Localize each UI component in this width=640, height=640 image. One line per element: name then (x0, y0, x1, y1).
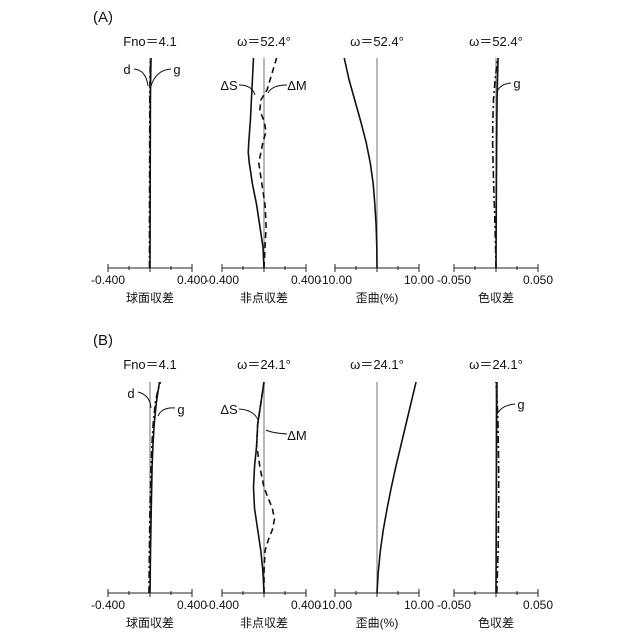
label-leader-line (151, 69, 171, 86)
x-tick-label: 0.400 (291, 273, 321, 287)
label-leader-line (138, 392, 151, 408)
label-leader-line (239, 409, 258, 420)
curve-label-ΔS: ΔS (220, 402, 238, 417)
curve-label-d: d (123, 62, 130, 77)
series-ΔM-curve (257, 382, 275, 593)
curve-label-g: g (177, 402, 184, 417)
label-leader-line (497, 83, 511, 92)
x-tick-label: -0.050 (437, 273, 471, 287)
plot-caption: 色収差 (478, 291, 514, 305)
x-tick-label: -0.050 (437, 598, 471, 612)
panel-label: (A) (93, 9, 113, 26)
x-tick-label: 10.00 (404, 273, 434, 287)
plot-title: ω＝52.4° (237, 34, 291, 49)
label-leader-line (266, 430, 287, 434)
plot-caption: 非点収差 (240, 616, 288, 630)
curve-label-ΔM: ΔM (287, 78, 307, 93)
x-tick-label: -10.00 (318, 273, 352, 287)
series-distortion-curve (377, 382, 416, 593)
plot-caption: 歪曲(%) (356, 291, 399, 305)
plot-caption: 非点収差 (240, 291, 288, 305)
x-tick-label: 0.400 (291, 598, 321, 612)
plot-title: Fno＝4.1 (123, 357, 176, 372)
series-distortion-curve (344, 58, 377, 268)
x-tick-label: -10.00 (318, 598, 352, 612)
plot-title: ω＝24.1° (237, 357, 291, 372)
plot-title: ω＝52.4° (350, 34, 404, 49)
x-tick-label: -0.400 (91, 273, 125, 287)
plot-caption: 球面収差 (126, 291, 174, 305)
x-tick-label: 0.400 (177, 273, 207, 287)
plot-title: ω＝52.4° (469, 34, 523, 49)
label-leader-line (497, 404, 515, 414)
plot-caption: 歪曲(%) (356, 616, 399, 630)
series-ΔS-curve (248, 58, 264, 268)
x-tick-label: -0.400 (91, 598, 125, 612)
label-leader-line (158, 408, 175, 416)
label-leader-line (134, 69, 148, 86)
curve-label-g: g (517, 397, 524, 412)
series-d-curve (150, 382, 159, 593)
x-tick-label: 0.050 (523, 273, 553, 287)
plot-caption: 色収差 (478, 616, 514, 630)
x-tick-label: 0.400 (177, 598, 207, 612)
x-tick-label: 0.050 (523, 598, 553, 612)
x-tick-label: -0.400 (205, 273, 239, 287)
curve-label-ΔS: ΔS (220, 78, 238, 93)
plot-title: ω＝24.1° (469, 357, 523, 372)
x-tick-label: 10.00 (404, 598, 434, 612)
panel-label: (B) (93, 332, 113, 349)
x-tick-label: -0.400 (205, 598, 239, 612)
curve-label-d: d (127, 386, 134, 401)
label-leader-line (268, 85, 287, 93)
plot-title: ω＝24.1° (350, 357, 404, 372)
curve-label-g: g (513, 76, 520, 91)
curve-label-g: g (173, 62, 180, 77)
plot-caption: 球面収差 (126, 616, 174, 630)
curve-label-ΔM: ΔM (287, 428, 307, 443)
plot-title: Fno＝4.1 (123, 34, 176, 49)
